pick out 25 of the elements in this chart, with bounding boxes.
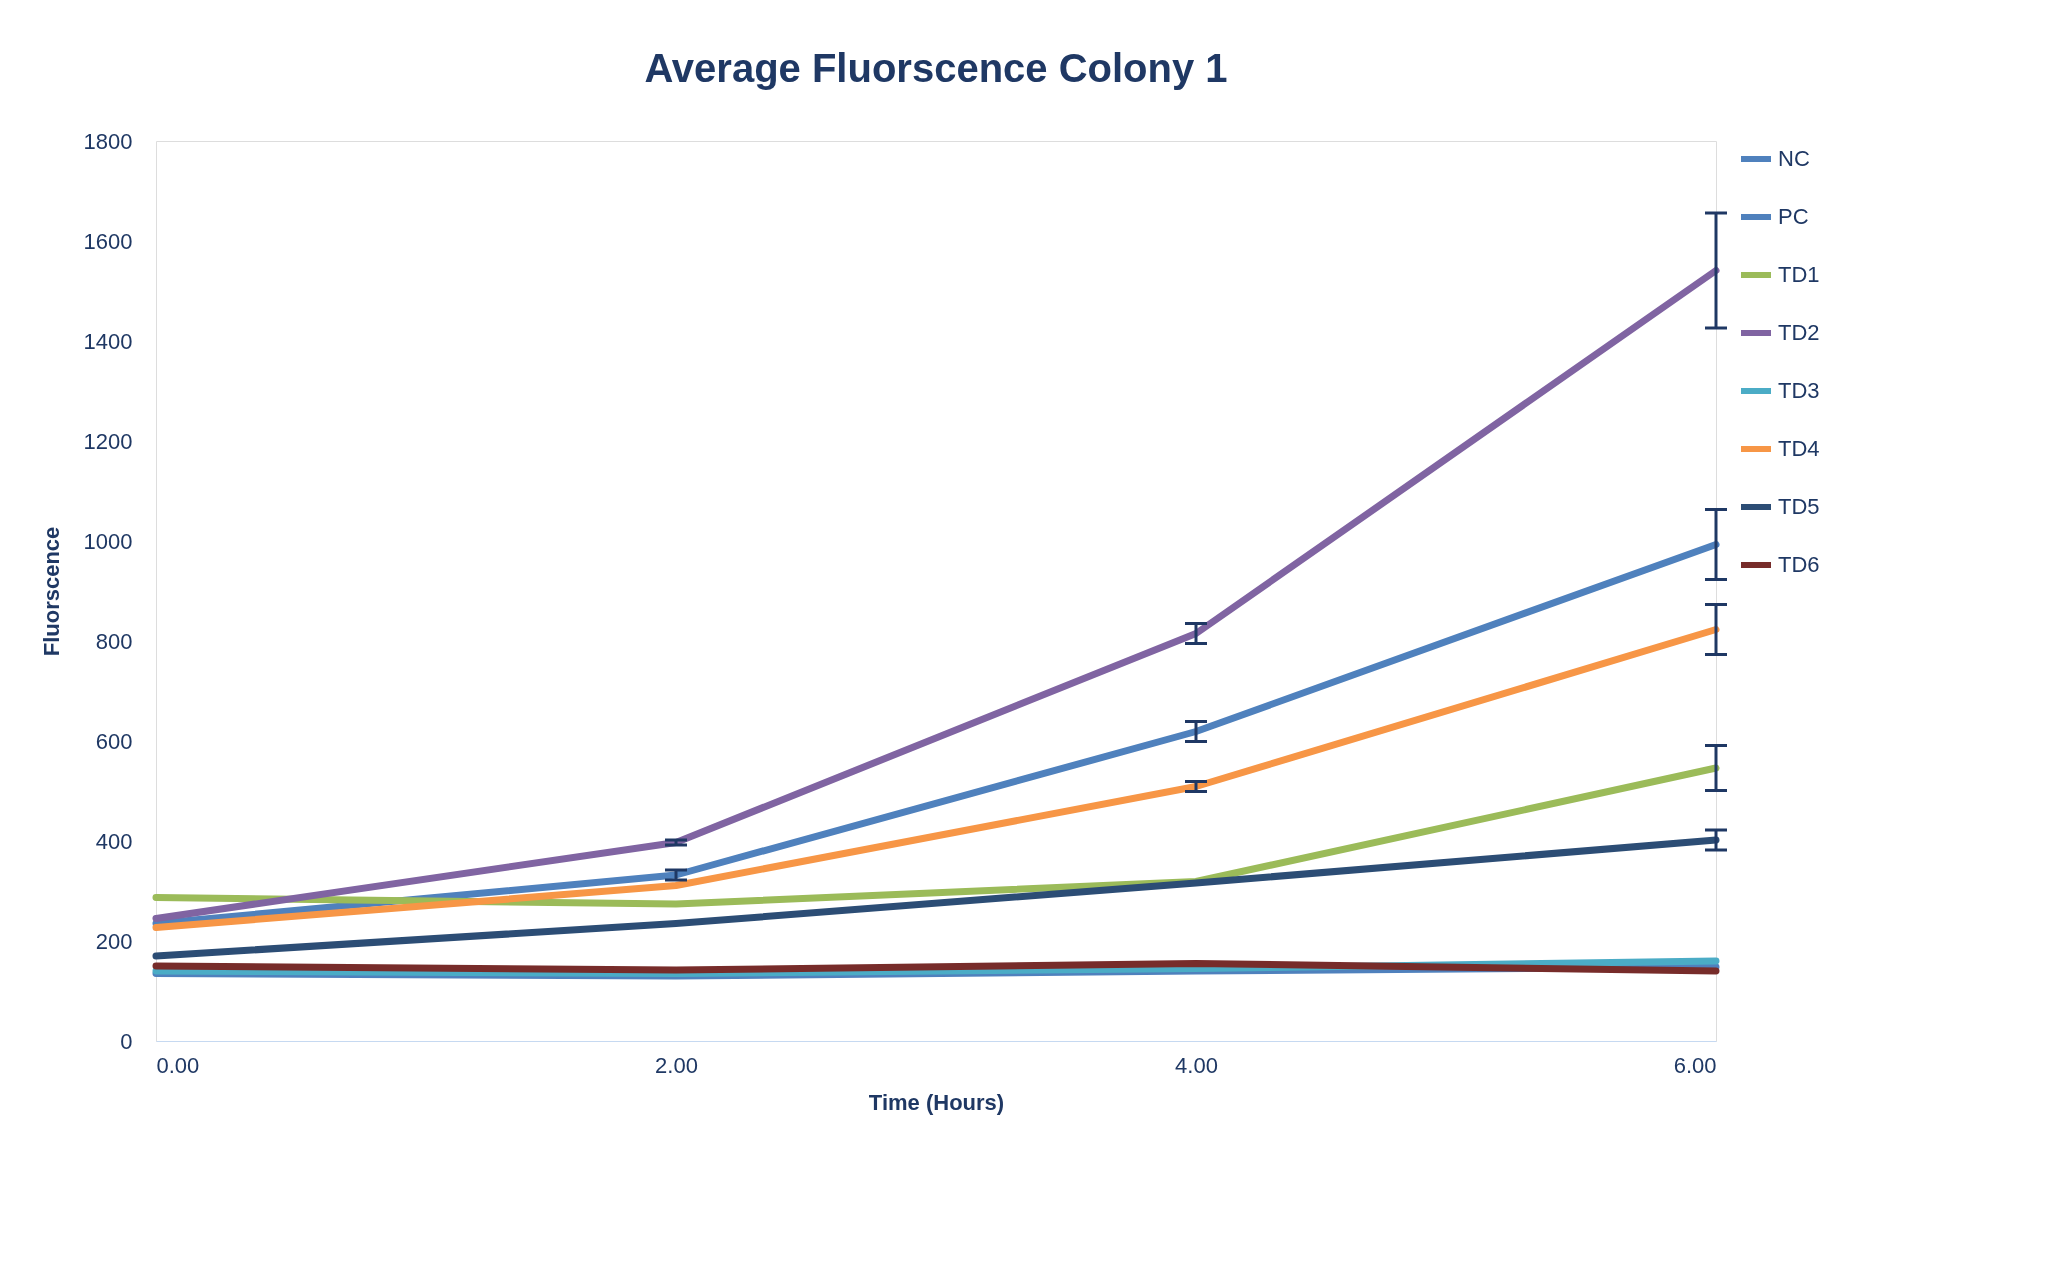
x-tick-label: 2.00 [655, 1052, 698, 1078]
y-tick-label: 1400 [83, 328, 133, 354]
y-tick-label: 600 [95, 728, 133, 754]
y-tick-label: 800 [95, 628, 133, 654]
y-tick-label: 400 [95, 828, 133, 854]
chart-title: Average Fluorscence Colony 1 [644, 46, 1228, 90]
x-tick-label: 0.00 [156, 1052, 200, 1078]
y-tick-label: 1200 [83, 428, 133, 454]
y-tick-label: 1600 [83, 228, 133, 254]
legend-label: TD4 [1778, 436, 1820, 461]
x-axis-title: Time (Hours) [868, 1089, 1005, 1115]
legend-label: TD5 [1778, 494, 1820, 519]
x-tick-label: 6.00 [1673, 1052, 1717, 1078]
y-axis-title: Fluorscence [38, 526, 64, 657]
y-tick-label: 1000 [83, 528, 133, 554]
y-tick-label: 200 [95, 928, 133, 954]
legend-label: NC [1778, 146, 1810, 171]
legend-label: TD2 [1778, 320, 1820, 345]
y-tick-label: 0 [120, 1028, 133, 1054]
legend-label: PC [1778, 204, 1809, 229]
legend-label: TD3 [1778, 378, 1820, 403]
x-tick-label: 4.00 [1175, 1052, 1218, 1078]
legend-label: TD1 [1778, 262, 1820, 287]
y-tick-label: 1800 [83, 128, 133, 154]
legend-label: TD6 [1778, 552, 1820, 577]
